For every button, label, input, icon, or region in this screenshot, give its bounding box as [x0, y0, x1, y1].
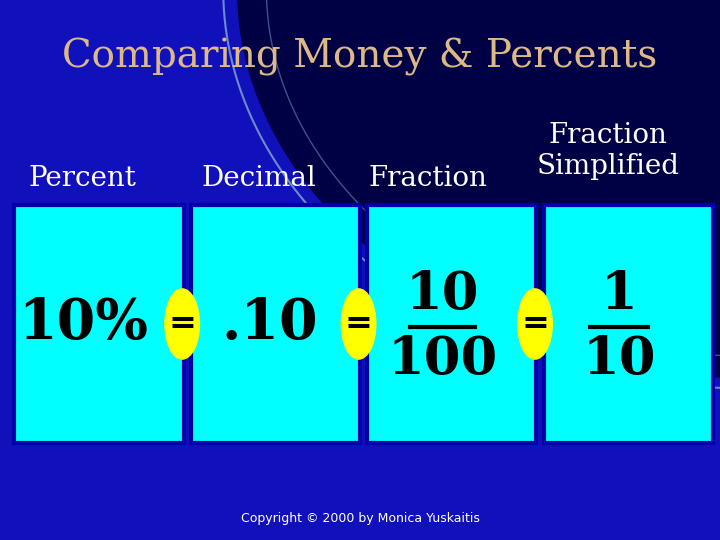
Text: 10%: 10% — [18, 296, 148, 352]
Text: Decimal: Decimal — [202, 165, 317, 192]
Ellipse shape — [341, 289, 376, 359]
Text: .10: .10 — [222, 296, 318, 352]
FancyBboxPatch shape — [191, 205, 360, 443]
FancyBboxPatch shape — [14, 205, 184, 443]
Polygon shape — [238, 0, 720, 378]
Text: 10: 10 — [582, 334, 656, 384]
Text: Percent: Percent — [29, 165, 137, 192]
Text: =: = — [345, 307, 372, 341]
Ellipse shape — [165, 289, 199, 359]
FancyBboxPatch shape — [544, 205, 713, 443]
Text: Fraction
Simplified: Fraction Simplified — [537, 122, 680, 180]
FancyBboxPatch shape — [367, 205, 536, 443]
Text: =: = — [521, 307, 549, 341]
Text: 10: 10 — [406, 269, 480, 320]
Text: Fraction: Fraction — [369, 165, 488, 192]
Text: 1: 1 — [600, 269, 638, 320]
Ellipse shape — [518, 289, 552, 359]
Text: 100: 100 — [387, 334, 498, 384]
Text: Comparing Money & Percents: Comparing Money & Percents — [63, 38, 657, 76]
Text: Copyright © 2000 by Monica Yuskaitis: Copyright © 2000 by Monica Yuskaitis — [240, 512, 480, 525]
Text: =: = — [168, 307, 196, 341]
